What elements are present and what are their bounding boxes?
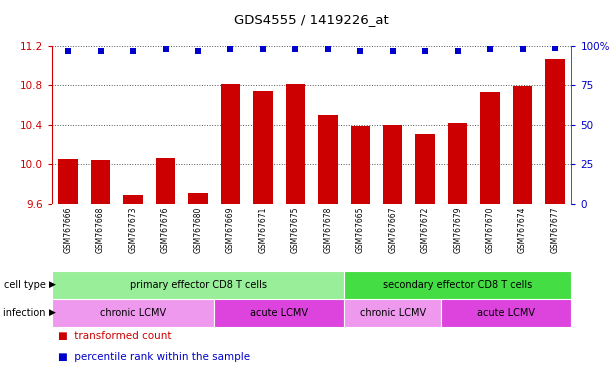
Text: acute LCMV: acute LCMV: [477, 308, 535, 318]
Bar: [415, 134, 435, 204]
Text: GSM767666: GSM767666: [64, 207, 73, 253]
Bar: [52, 299, 214, 327]
Text: acute LCMV: acute LCMV: [250, 308, 308, 318]
Bar: [383, 125, 403, 204]
Bar: [52, 271, 344, 299]
Text: GSM767665: GSM767665: [356, 207, 365, 253]
Text: GSM767680: GSM767680: [194, 207, 202, 253]
Text: secondary effector CD8 T cells: secondary effector CD8 T cells: [383, 280, 532, 290]
Text: GSM767670: GSM767670: [486, 207, 495, 253]
Bar: [513, 86, 532, 204]
Text: ■  percentile rank within the sample: ■ percentile rank within the sample: [58, 352, 250, 362]
Text: GSM767677: GSM767677: [551, 207, 560, 253]
Text: ▶: ▶: [49, 308, 56, 317]
Text: GSM767672: GSM767672: [421, 207, 430, 253]
Text: GSM767678: GSM767678: [323, 207, 332, 253]
Bar: [480, 92, 500, 204]
Bar: [546, 59, 565, 204]
Bar: [221, 84, 240, 204]
Text: GSM767669: GSM767669: [226, 207, 235, 253]
Bar: [253, 91, 273, 204]
Bar: [91, 160, 111, 204]
Text: GSM767673: GSM767673: [128, 207, 137, 253]
Text: ▶: ▶: [49, 280, 56, 289]
Text: GSM767679: GSM767679: [453, 207, 462, 253]
Text: GSM767671: GSM767671: [258, 207, 268, 253]
Bar: [448, 123, 467, 204]
Text: GSM767667: GSM767667: [388, 207, 397, 253]
Bar: [214, 299, 344, 327]
Text: chronic LCMV: chronic LCMV: [100, 308, 166, 318]
Bar: [59, 159, 78, 204]
Text: GSM767668: GSM767668: [96, 207, 105, 253]
Bar: [344, 299, 442, 327]
Bar: [123, 195, 143, 204]
Text: chronic LCMV: chronic LCMV: [360, 308, 426, 318]
Bar: [351, 126, 370, 204]
Text: infection: infection: [3, 308, 49, 318]
Text: GSM767674: GSM767674: [518, 207, 527, 253]
Bar: [442, 299, 571, 327]
Bar: [156, 158, 175, 204]
Text: GSM767676: GSM767676: [161, 207, 170, 253]
Text: cell type: cell type: [4, 280, 49, 290]
Bar: [188, 193, 208, 204]
Text: primary effector CD8 T cells: primary effector CD8 T cells: [130, 280, 266, 290]
Bar: [318, 115, 338, 204]
Bar: [344, 271, 571, 299]
Text: GSM767675: GSM767675: [291, 207, 300, 253]
Text: ■  transformed count: ■ transformed count: [58, 331, 172, 341]
Text: GDS4555 / 1419226_at: GDS4555 / 1419226_at: [234, 13, 389, 26]
Bar: [286, 84, 305, 204]
